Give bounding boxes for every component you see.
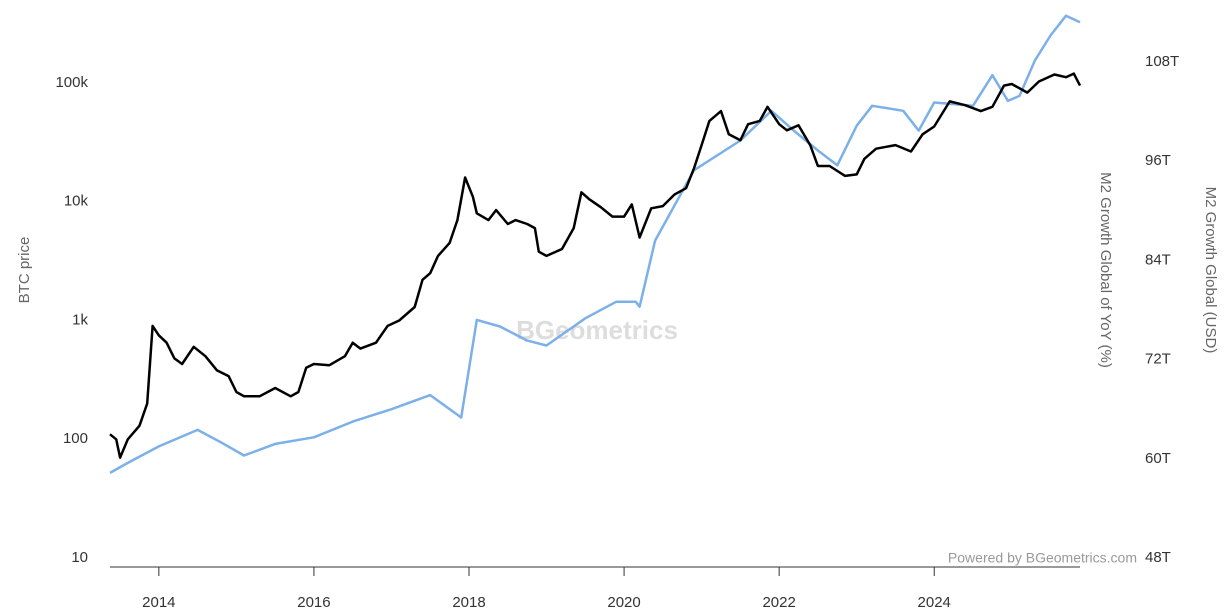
y-tick-label: 100 xyxy=(63,430,88,447)
y2-axis-title: M2 Growth Global (USD) xyxy=(1202,187,1219,354)
y2-tick-label: 48T xyxy=(1145,549,1171,566)
x-tick-label: 2014 xyxy=(142,594,175,611)
y2-tick-label: 108T xyxy=(1145,53,1179,70)
x-tick-label: 2016 xyxy=(297,594,330,611)
watermark: BGeometrics xyxy=(516,315,678,345)
y2-tick-label: 84T xyxy=(1145,251,1171,268)
y2-axis-title: M2 Growth Global of YoY (%) xyxy=(1097,172,1114,368)
x-tick-label: 2024 xyxy=(918,594,951,611)
x-tick-label: 2022 xyxy=(762,594,795,611)
y-axis-title: BTC price xyxy=(16,237,33,304)
series-line xyxy=(109,72,1082,459)
credit: Powered by BGeometrics.com xyxy=(948,550,1137,566)
series-line xyxy=(109,14,1081,474)
y-tick-label: 1k xyxy=(72,311,88,328)
y2-tick-label: 72T xyxy=(1145,351,1171,368)
x-tick-label: 2020 xyxy=(607,594,640,611)
x-tick-label: 2018 xyxy=(452,594,485,611)
y-tick-label: 10k xyxy=(64,193,89,210)
y-tick-label: 100k xyxy=(55,74,88,91)
y2-tick-label: 60T xyxy=(1145,450,1171,467)
y-tick-label: 10 xyxy=(71,549,88,566)
y2-tick-label: 96T xyxy=(1145,152,1171,169)
